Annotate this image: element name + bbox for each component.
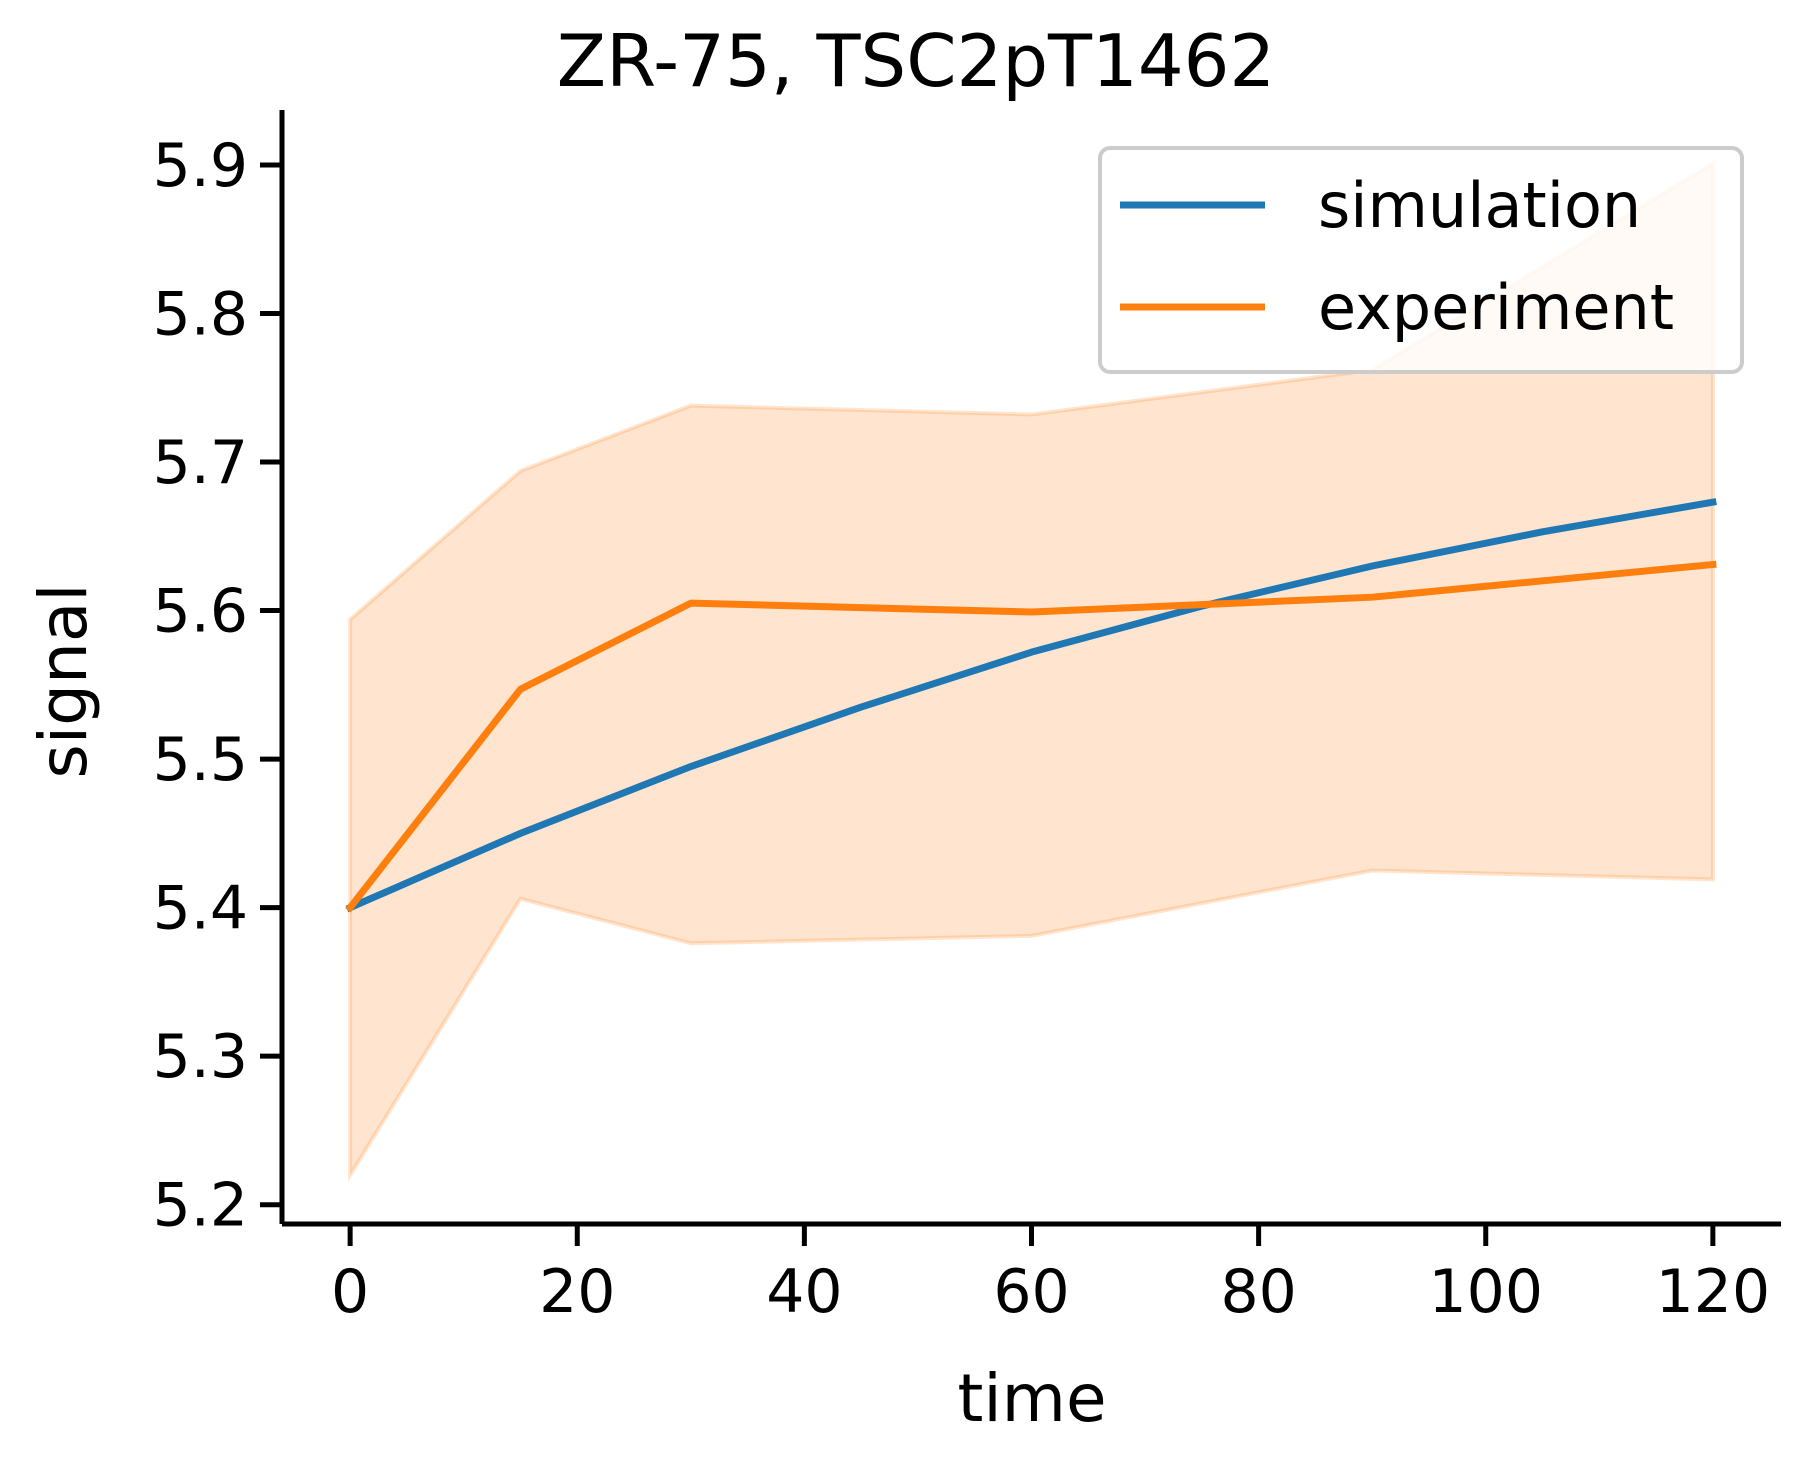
x-tick-label: 20 (539, 1257, 615, 1327)
x-tick-label: 100 (1428, 1257, 1543, 1327)
legend-label-simulation: simulation (1318, 169, 1641, 242)
series-lines (345, 498, 1717, 913)
legend-label-experiment: experiment (1318, 271, 1674, 344)
y-tick-label: 5.5 (153, 725, 248, 795)
confidence-bands (348, 159, 1715, 1183)
y-tick-label: 5.4 (153, 874, 248, 944)
y-tick-label: 5.6 (153, 577, 248, 647)
y-tick-label: 5.7 (153, 428, 248, 498)
plot-area (345, 159, 1717, 1183)
x-tick-label: 80 (1220, 1257, 1296, 1327)
x-tick-label: 0 (331, 1257, 369, 1327)
y-tick-label: 5.3 (153, 1022, 248, 1092)
y-axis-label: signal (25, 583, 102, 778)
axes: 5.2 5.3 5.4 5.5 5.6 5.7 5.8 5.9 0 20 40 60 80 100 120 (153, 110, 1781, 1327)
x-axis-label: time (957, 1360, 1106, 1437)
y-axis-ticks: 5.2 5.3 5.4 5.5 5.6 5.7 5.8 5.9 (153, 131, 282, 1241)
x-tick-label: 40 (766, 1257, 842, 1327)
x-tick-label: 120 (1656, 1257, 1771, 1327)
y-tick-label: 5.2 (153, 1171, 248, 1241)
legend-items: simulation experiment (1120, 169, 1674, 344)
y-tick-label: 5.8 (153, 279, 248, 349)
x-axis-ticks: 0 20 40 60 80 100 120 (331, 1224, 1770, 1327)
legend: simulation experiment (1098, 146, 1744, 374)
x-tick-label: 60 (993, 1257, 1069, 1327)
series-line-experiment (345, 560, 1717, 913)
y-tick-label: 5.9 (153, 131, 248, 201)
series-band-experiment (348, 159, 1715, 1183)
series-line-simulation (345, 498, 1717, 913)
chart-title: ZR-75, TSC2pT1462 (557, 19, 1276, 103)
